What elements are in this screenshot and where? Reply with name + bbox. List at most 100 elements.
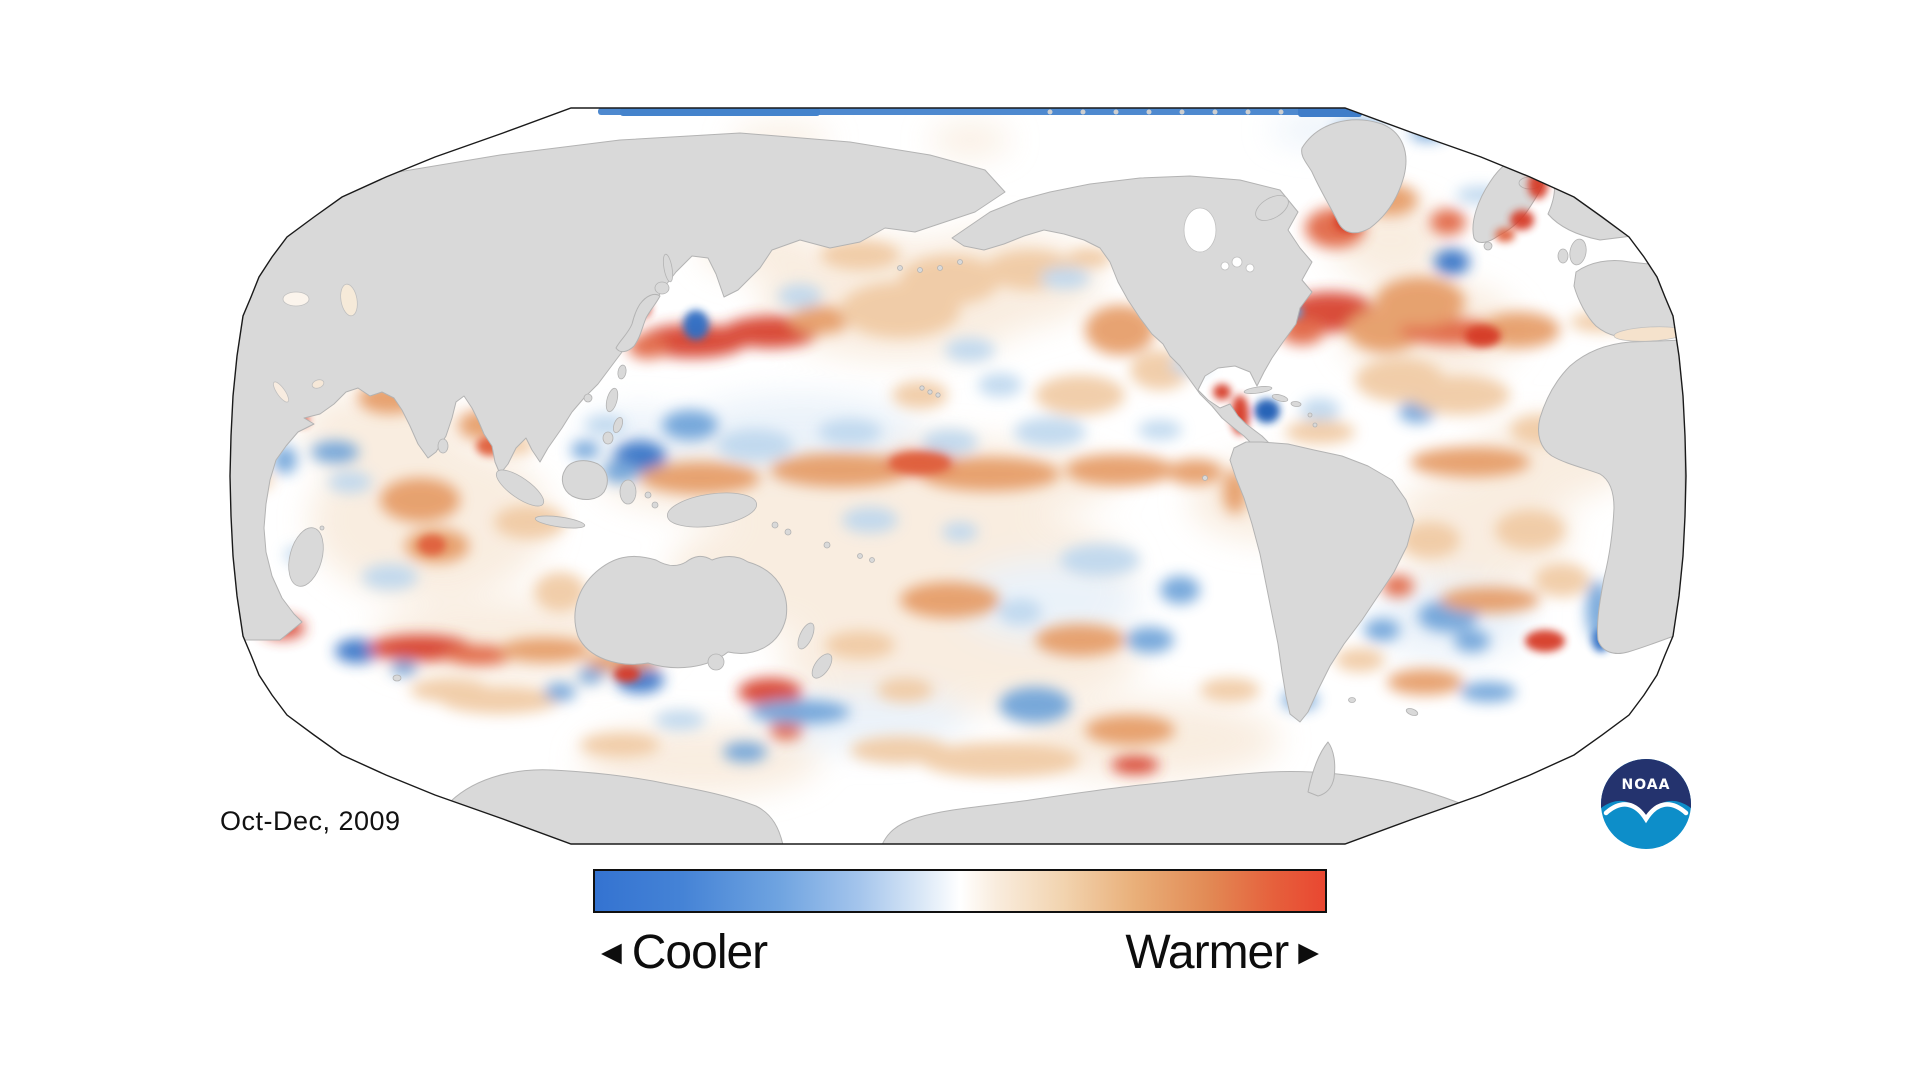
anomaly-blob <box>942 522 978 542</box>
island <box>771 521 779 529</box>
anomaly-blob <box>1035 375 1125 415</box>
island <box>1255 195 1289 221</box>
anomaly-blob <box>790 306 850 334</box>
anomaly-blob <box>1065 454 1175 486</box>
anomaly-blob <box>842 507 898 533</box>
island <box>662 253 674 283</box>
period-label: Oct-Dec, 2009 <box>220 806 401 836</box>
anomaly-spot <box>890 453 950 473</box>
anomaly-spot <box>1465 325 1501 347</box>
arctic-islet <box>1278 109 1284 115</box>
anomaly-overlay <box>1495 228 1515 242</box>
island <box>1557 248 1569 264</box>
anomaly-blob <box>580 733 660 757</box>
anomaly-blob <box>1126 627 1174 653</box>
anomaly-spot <box>614 666 640 682</box>
anomaly-blob <box>1138 420 1182 440</box>
noaa-logo-text: NOAA <box>1622 777 1671 793</box>
island <box>1569 238 1587 266</box>
anomaly-blob <box>362 564 418 590</box>
anomaly-blob <box>655 710 705 730</box>
island <box>707 653 725 671</box>
landmass-north-america <box>951 175 1313 449</box>
anomaly-blob <box>998 599 1042 625</box>
island <box>869 557 875 563</box>
sea-ice-stripe <box>1298 108 1362 117</box>
anomaly-spot <box>1213 384 1231 400</box>
anomaly-blob <box>444 645 512 665</box>
anomaly-blob <box>1364 619 1400 641</box>
lake <box>282 291 310 307</box>
island <box>1307 412 1313 418</box>
anomaly-blob <box>410 678 490 702</box>
island <box>617 364 627 380</box>
anomaly-blob <box>571 441 599 459</box>
island <box>1483 241 1493 251</box>
anomaly-overlay <box>1510 210 1534 230</box>
right-arrow-icon: ▶ <box>1298 936 1319 968</box>
arctic-island-dots <box>1047 109 1284 115</box>
anomaly-wash <box>1390 470 1570 590</box>
anomaly-blob <box>391 660 417 676</box>
island <box>612 416 624 434</box>
anomaly-blob <box>1014 417 1086 447</box>
lake <box>1245 263 1255 273</box>
anomaly-blob <box>1111 756 1159 774</box>
arctic-islet <box>1047 109 1053 115</box>
anomaly-overlay <box>1528 171 1548 199</box>
anomaly-blob <box>1440 587 1540 613</box>
arctic-islet <box>1245 109 1251 115</box>
anomaly-blob <box>1200 678 1260 702</box>
island <box>784 528 792 536</box>
lakes-and-inland-seas <box>272 207 1686 403</box>
colorbar-legend: ◀ Cooler Warmer ▶ <box>593 916 1327 988</box>
anomaly-blob <box>500 638 590 662</box>
island <box>1202 475 1208 481</box>
cooler-label-group: ◀ Cooler <box>601 925 768 980</box>
lake <box>1231 256 1243 268</box>
anomaly-blob <box>1410 447 1530 477</box>
anomaly-blob <box>920 457 1060 491</box>
anomaly-blob <box>1167 459 1223 485</box>
anomaly-blob <box>1534 563 1590 597</box>
anomaly-blob <box>1460 682 1516 702</box>
warmer-label-group: Warmer ▶ <box>1125 925 1319 980</box>
island <box>651 501 659 509</box>
anomaly-blob <box>1085 305 1155 355</box>
anomaly-blob <box>1085 715 1175 745</box>
arctic-islet <box>1146 109 1152 115</box>
anomaly-blob <box>311 441 359 463</box>
anomaly-blob <box>328 471 372 493</box>
anomaly-spot <box>1254 399 1280 423</box>
anomaly-blob <box>1040 267 1090 289</box>
island <box>534 515 586 529</box>
island <box>797 622 815 650</box>
landmass-antarctica <box>419 769 1519 844</box>
island <box>1243 386 1273 394</box>
landmass-australia <box>574 555 788 669</box>
landmass-south-america <box>1229 441 1415 723</box>
anomaly-blob <box>738 678 802 706</box>
island <box>823 541 831 549</box>
island <box>917 267 923 273</box>
anomaly-blob <box>825 631 895 659</box>
anomaly-blob <box>578 668 602 684</box>
anomaly-blob <box>1375 277 1465 327</box>
anomaly-spot <box>1525 630 1565 652</box>
cooler-label: Cooler <box>631 925 768 979</box>
anomaly-blob <box>1160 576 1200 604</box>
noaa-logo: NOAA <box>1601 759 1691 849</box>
anomaly-blob <box>640 462 760 494</box>
anomaly-blob <box>1454 630 1490 652</box>
island <box>1406 116 1414 124</box>
island <box>392 674 402 682</box>
anomaly-blob <box>922 429 978 455</box>
anomaly-blob <box>999 687 1071 723</box>
island <box>644 491 652 499</box>
anomaly-blob <box>1434 249 1470 275</box>
anomaly-blob <box>628 335 668 359</box>
anomaly-blob <box>1495 510 1565 550</box>
island <box>1271 394 1289 402</box>
